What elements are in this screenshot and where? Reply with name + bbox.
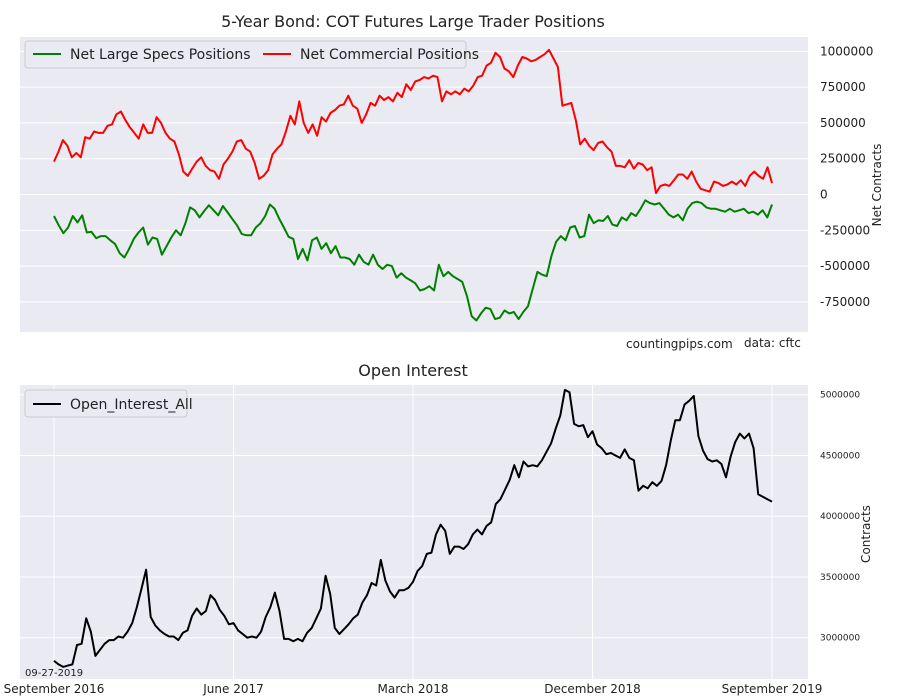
data-source: data: cftc: [744, 336, 801, 350]
y-tick-label: -500000: [820, 259, 870, 273]
x-tick-label: March 2018: [378, 682, 449, 696]
y-tick-label: 500000: [820, 116, 866, 130]
open-interest-legend[interactable]: Open_Interest_All: [24, 389, 193, 418]
legend-label-commercial: Net Commercial Positions: [300, 47, 479, 63]
y-tick-label: 1000000: [820, 44, 873, 58]
x-tick-label: June 2017: [202, 682, 264, 696]
open-interest-plot-area: [20, 385, 808, 679]
y-tick-label: 4500000: [820, 451, 860, 461]
y-tick-label: 4000000: [820, 512, 860, 522]
positions-y-axis-label: Net Contracts: [870, 144, 884, 227]
open-interest-x-ticks: September 2016 June 2017 March 2018 Decembe…: [4, 682, 823, 696]
positions-chart-title: 5-Year Bond: COT Futures Large Trader Po…: [221, 12, 605, 31]
open-interest-chart: Open Interest 5000000 4500000 4000000 35000…: [4, 361, 873, 696]
positions-chart: 5-Year Bond: COT Futures Large Trader Po…: [20, 12, 884, 351]
date-stamp: 09-27-2019: [25, 668, 83, 679]
positions-plot-area: [20, 37, 808, 332]
positions-series: [53, 48, 773, 322]
open-interest-chart-title: Open Interest: [358, 361, 467, 380]
x-tick-label: September 2016: [4, 682, 105, 696]
y-tick-label: -250000: [820, 223, 870, 237]
positions-legend-box: [24, 40, 467, 69]
y-tick-label: 0: [820, 188, 828, 202]
source-credit: countingpips.com: [626, 337, 733, 351]
y-tick-label: 3000000: [820, 634, 860, 644]
open-interest-y-ticks: 5000000 4500000 4000000 3500000 3000000: [820, 391, 860, 644]
open-interest-y-axis-label: Contracts: [859, 505, 873, 563]
x-tick-label: September 2019: [722, 682, 823, 696]
legend-label-specs: Net Large Specs Positions: [70, 47, 251, 63]
y-tick-label: -750000: [820, 295, 870, 309]
series-line-net-large-specs-positions: [53, 199, 773, 322]
positions-legend[interactable]: Net Large Specs Positions Net Commercial…: [24, 40, 479, 69]
open-interest-series: [53, 388, 773, 668]
series-line-open-interest-all: [53, 388, 773, 668]
x-tick-label: December 2018: [544, 682, 641, 696]
positions-grid: [20, 50, 808, 303]
y-tick-label: 3500000: [820, 573, 860, 583]
y-tick-label: 5000000: [820, 391, 860, 401]
legend-label-open-interest: Open_Interest_All: [70, 397, 193, 413]
positions-y-ticks: 1000000 750000 500000 250000 0 -250000 -500000…: [820, 44, 873, 309]
open-interest-legend-box: [24, 389, 188, 418]
y-tick-label: 250000: [820, 152, 866, 166]
series-line-net-commercial-positions: [53, 48, 773, 195]
y-tick-label: 750000: [820, 80, 866, 94]
